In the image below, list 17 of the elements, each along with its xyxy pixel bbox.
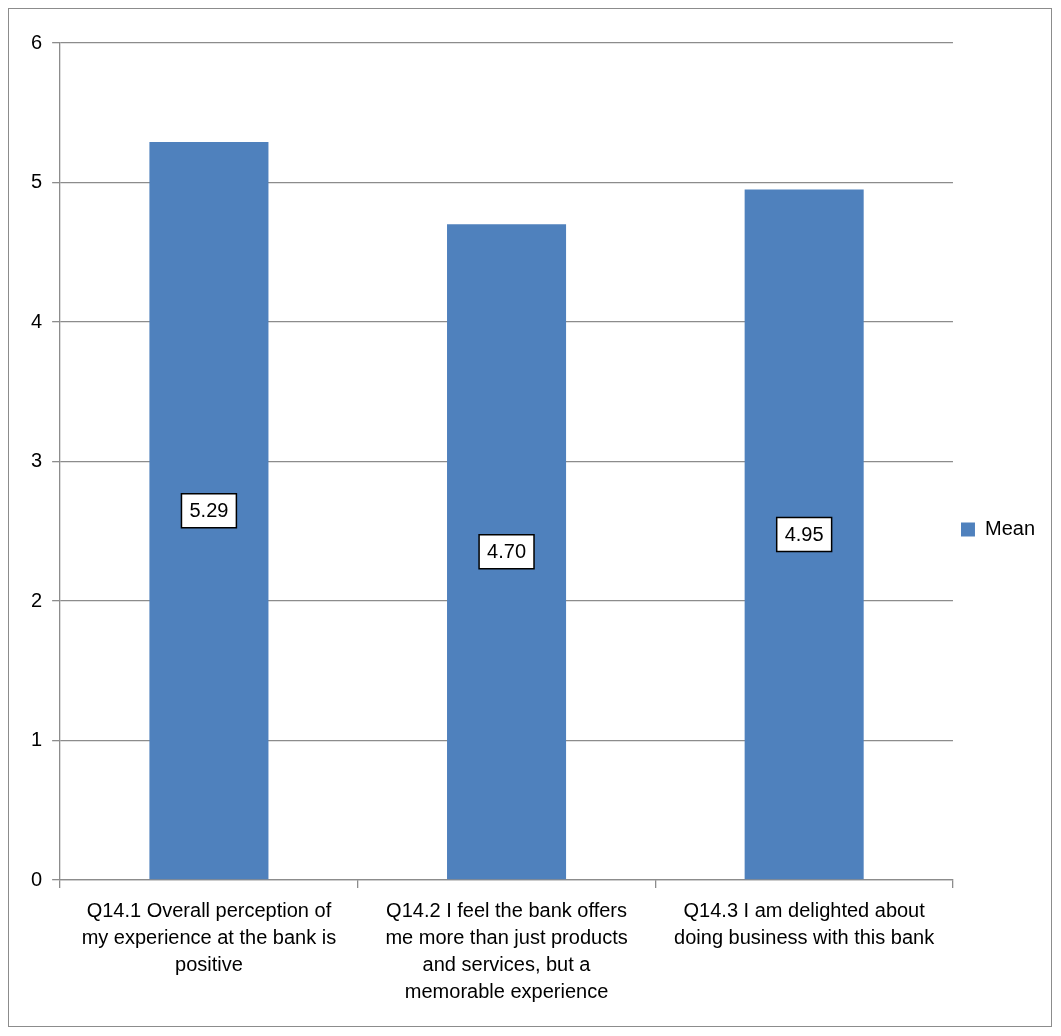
y-tick-label: 3 <box>31 449 43 472</box>
bar <box>744 189 864 880</box>
y-tick-label: 5 <box>31 170 43 193</box>
data-label: 4.70 <box>487 540 527 563</box>
x-tick-label: Q14.3 I am delighted about doing business with this bank <box>674 899 936 949</box>
y-tick-label: 1 <box>31 728 43 751</box>
data-label: 5.29 <box>189 499 229 522</box>
x-tick-label: Q14.1 Overall perception of my experience at the bank is positive <box>81 899 337 976</box>
y-tick-label: 4 <box>31 309 43 332</box>
legend-label: Mean <box>984 517 1035 540</box>
bar <box>149 142 269 880</box>
x-tick-label: Q14.2 I feel the bank offers me more than just products and services, but a memorable experience <box>385 899 628 1003</box>
y-tick-label: 0 <box>31 867 43 890</box>
y-tick-label: 6 <box>31 30 43 53</box>
bar <box>447 224 567 880</box>
y-tick-label: 2 <box>31 588 43 611</box>
data-label: 4.95 <box>784 522 824 545</box>
